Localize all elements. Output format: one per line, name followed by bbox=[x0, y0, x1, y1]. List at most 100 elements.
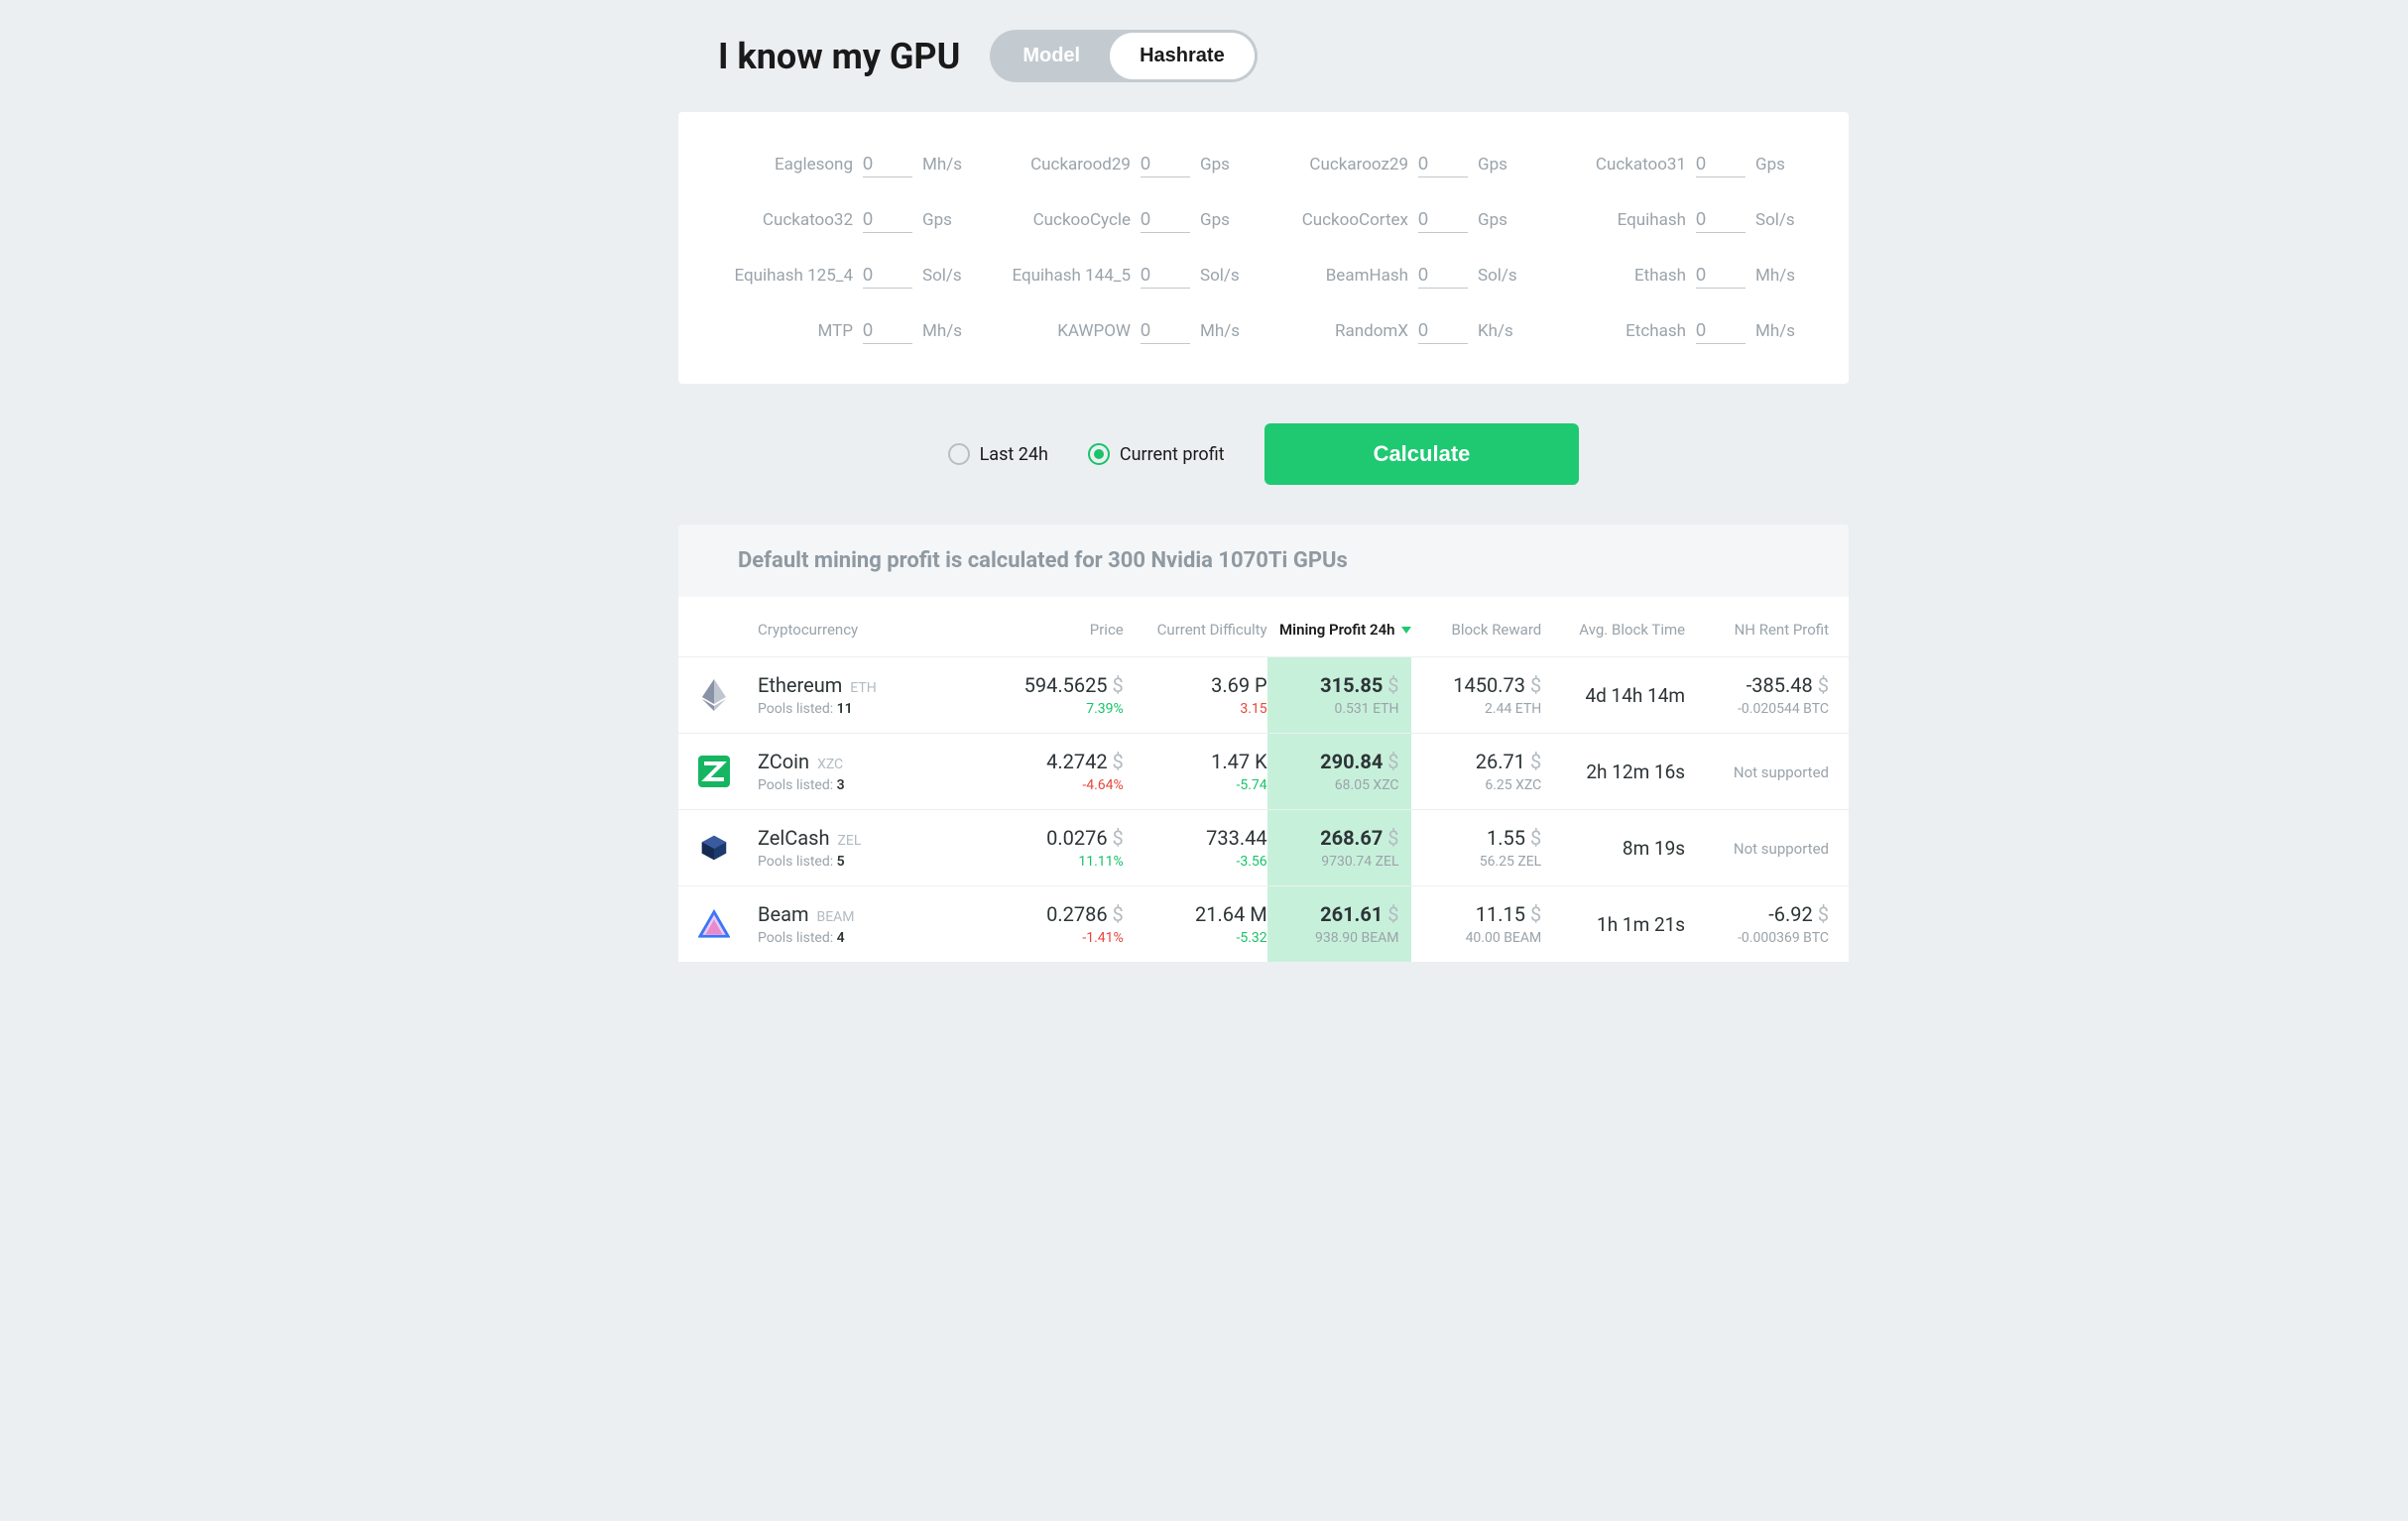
hashrate-label: Cuckarooz29 bbox=[1309, 155, 1408, 175]
hashrate-label: Etchash bbox=[1625, 321, 1686, 341]
th-avg-block-time[interactable]: Avg. Block Time bbox=[1541, 621, 1685, 639]
hashrate-input[interactable] bbox=[863, 318, 912, 344]
table-row[interactable]: Ethereum ETHPools listed: 11594.5625 $7.… bbox=[678, 656, 1849, 733]
cell-mining-profit: 315.85 $0.531 ETH bbox=[1267, 657, 1411, 733]
hashrate-unit: Mh/s bbox=[1755, 321, 1799, 341]
hashrate-input[interactable] bbox=[863, 263, 912, 289]
hashrate-input[interactable] bbox=[1418, 152, 1468, 177]
th-crypto[interactable]: Cryptocurrency bbox=[758, 621, 993, 639]
coin-name: Beam bbox=[758, 902, 808, 926]
hashrate-input[interactable] bbox=[1418, 263, 1468, 289]
hashrate-unit: Sol/s bbox=[922, 266, 966, 286]
pools-listed: Pools listed: 5 bbox=[758, 854, 993, 870]
table-row[interactable]: Beam BEAMPools listed: 40.2786 $-1.41%21… bbox=[678, 885, 1849, 962]
action-row: Last 24h Current profit Calculate bbox=[678, 423, 1849, 485]
hashrate-input[interactable] bbox=[1141, 318, 1190, 344]
hashrate-label: Eaglesong bbox=[775, 155, 853, 175]
cell-difficulty: 21.64 M-5.32 bbox=[1124, 902, 1267, 946]
hashrate-unit: Gps bbox=[1755, 155, 1799, 175]
calculate-button[interactable]: Calculate bbox=[1264, 423, 1580, 485]
hashrate-input-group: CuckooCycleGps bbox=[1006, 207, 1244, 233]
hashrate-input[interactable] bbox=[1418, 207, 1468, 233]
pools-listed: Pools listed: 3 bbox=[758, 777, 993, 793]
table-row[interactable]: ZelCash ZELPools listed: 50.0276 $11.11%… bbox=[678, 809, 1849, 885]
hashrate-label: Cuckatoo32 bbox=[763, 210, 853, 230]
cell-block-time: 1h 1m 21s bbox=[1541, 913, 1685, 936]
cell-price: 0.2786 $-1.41% bbox=[993, 902, 1124, 946]
hashrate-input[interactable] bbox=[1696, 263, 1746, 289]
th-nh-rent-profit[interactable]: NH Rent Profit bbox=[1685, 621, 1829, 639]
banner-text: Default mining profit is calculated for … bbox=[738, 548, 1789, 573]
th-mining-profit-label: Mining Profit 24h bbox=[1279, 621, 1394, 639]
coin-name: ZelCash bbox=[758, 826, 829, 850]
hashrate-input[interactable] bbox=[1141, 152, 1190, 177]
cell-mining-profit: 268.67 $9730.74 ZEL bbox=[1267, 810, 1411, 885]
cell-block-reward: 1.55 $56.25 ZEL bbox=[1411, 826, 1542, 870]
hashrate-input-group: KAWPOWMh/s bbox=[1006, 318, 1244, 344]
toggle-model[interactable]: Model bbox=[993, 33, 1110, 79]
hashrate-input-group: MTP Mh/s bbox=[728, 318, 966, 344]
gpu-spec-toggle: Model Hashrate bbox=[990, 30, 1257, 82]
hashrate-input-group: Equihash Sol/s bbox=[1561, 207, 1799, 233]
cell-block-time: 4d 14h 14m bbox=[1541, 684, 1685, 707]
cell-block-time: 8m 19s bbox=[1541, 837, 1685, 860]
cell-mining-profit: 261.61 $938.90 BEAM bbox=[1267, 886, 1411, 962]
table-row[interactable]: ZCoin XZCPools listed: 34.2742 $-4.64%1.… bbox=[678, 733, 1849, 809]
hashrate-label: BeamHash bbox=[1326, 266, 1408, 286]
hashrate-input-group: BeamHash Sol/s bbox=[1283, 263, 1521, 289]
radio-last24h-label: Last 24h bbox=[980, 444, 1048, 465]
cell-nh-rent: -385.48 $-0.020544 BTC bbox=[1685, 673, 1829, 717]
pools-listed: Pools listed: 4 bbox=[758, 930, 993, 946]
hashrate-unit: Sol/s bbox=[1478, 266, 1521, 286]
hashrate-label: Equihash bbox=[1618, 210, 1686, 230]
radio-last24h[interactable]: Last 24h bbox=[948, 443, 1048, 465]
hashrate-card: EaglesongMh/sCuckarood29GpsCuckarooz29Gp… bbox=[678, 112, 1849, 384]
th-difficulty[interactable]: Current Difficulty bbox=[1124, 621, 1267, 639]
cell-price: 0.0276 $11.11% bbox=[993, 826, 1124, 870]
hashrate-input[interactable] bbox=[1418, 318, 1468, 344]
profit-table: Cryptocurrency Price Current Difficulty … bbox=[678, 597, 1849, 962]
cell-difficulty: 3.69 P3.15 bbox=[1124, 673, 1267, 717]
hashrate-label: CuckooCycle bbox=[1033, 210, 1131, 230]
hashrate-input-group: Cuckatoo31 Gps bbox=[1561, 152, 1799, 177]
cell-nh-rent: Not supported bbox=[1685, 839, 1829, 858]
cell-mining-profit: 290.84 $68.05 XZC bbox=[1267, 734, 1411, 809]
cell-block-reward: 1450.73 $2.44 ETH bbox=[1411, 673, 1542, 717]
hashrate-input[interactable] bbox=[1141, 263, 1190, 289]
hashrate-unit: Mh/s bbox=[1755, 266, 1799, 286]
hashrate-label: Equihash 144_5 bbox=[1012, 266, 1131, 286]
hashrate-label: CuckooCortex bbox=[1302, 210, 1408, 230]
cell-icon bbox=[698, 679, 758, 711]
hashrate-input[interactable] bbox=[1141, 207, 1190, 233]
cell-coin: ZCoin XZCPools listed: 3 bbox=[758, 750, 993, 793]
hashrate-label: Cuckatoo31 bbox=[1596, 155, 1686, 175]
hashrate-input[interactable] bbox=[1696, 207, 1746, 233]
hashrate-input[interactable] bbox=[863, 207, 912, 233]
hashrate-label: KAWPOW bbox=[1057, 321, 1131, 341]
hashrate-input-group: Equihash 144_5Sol/s bbox=[1006, 263, 1244, 289]
hashrate-label: RandomX bbox=[1335, 321, 1408, 341]
hashrate-input-group: Etchash Mh/s bbox=[1561, 318, 1799, 344]
th-price[interactable]: Price bbox=[993, 621, 1124, 639]
coin-icon bbox=[698, 756, 730, 787]
cell-block-reward: 11.15 $40.00 BEAM bbox=[1411, 902, 1542, 946]
cell-difficulty: 733.44-3.56 bbox=[1124, 826, 1267, 870]
th-mining-profit[interactable]: Mining Profit 24h bbox=[1267, 621, 1411, 639]
hashrate-input[interactable] bbox=[863, 152, 912, 177]
th-block-reward[interactable]: Block Reward bbox=[1411, 621, 1542, 639]
hashrate-input[interactable] bbox=[1696, 152, 1746, 177]
hashrate-input-group: EthashMh/s bbox=[1561, 263, 1799, 289]
toggle-hashrate[interactable]: Hashrate bbox=[1110, 33, 1255, 79]
hashrate-input-group: RandomXKh/s bbox=[1283, 318, 1521, 344]
hashrate-input[interactable] bbox=[1696, 318, 1746, 344]
radio-circle-icon bbox=[1088, 443, 1110, 465]
hashrate-label: MTP bbox=[818, 321, 853, 341]
hashrate-input-group: Cuckarooz29Gps bbox=[1283, 152, 1521, 177]
hashrate-unit: Mh/s bbox=[922, 321, 966, 341]
header: I know my GPU Model Hashrate bbox=[559, 30, 1849, 82]
coin-symbol: XZC bbox=[817, 757, 843, 772]
radio-current-profit[interactable]: Current profit bbox=[1088, 443, 1225, 465]
cell-coin: Beam BEAMPools listed: 4 bbox=[758, 902, 993, 946]
hashrate-unit: Sol/s bbox=[1755, 210, 1799, 230]
coin-name: Ethereum bbox=[758, 673, 842, 697]
